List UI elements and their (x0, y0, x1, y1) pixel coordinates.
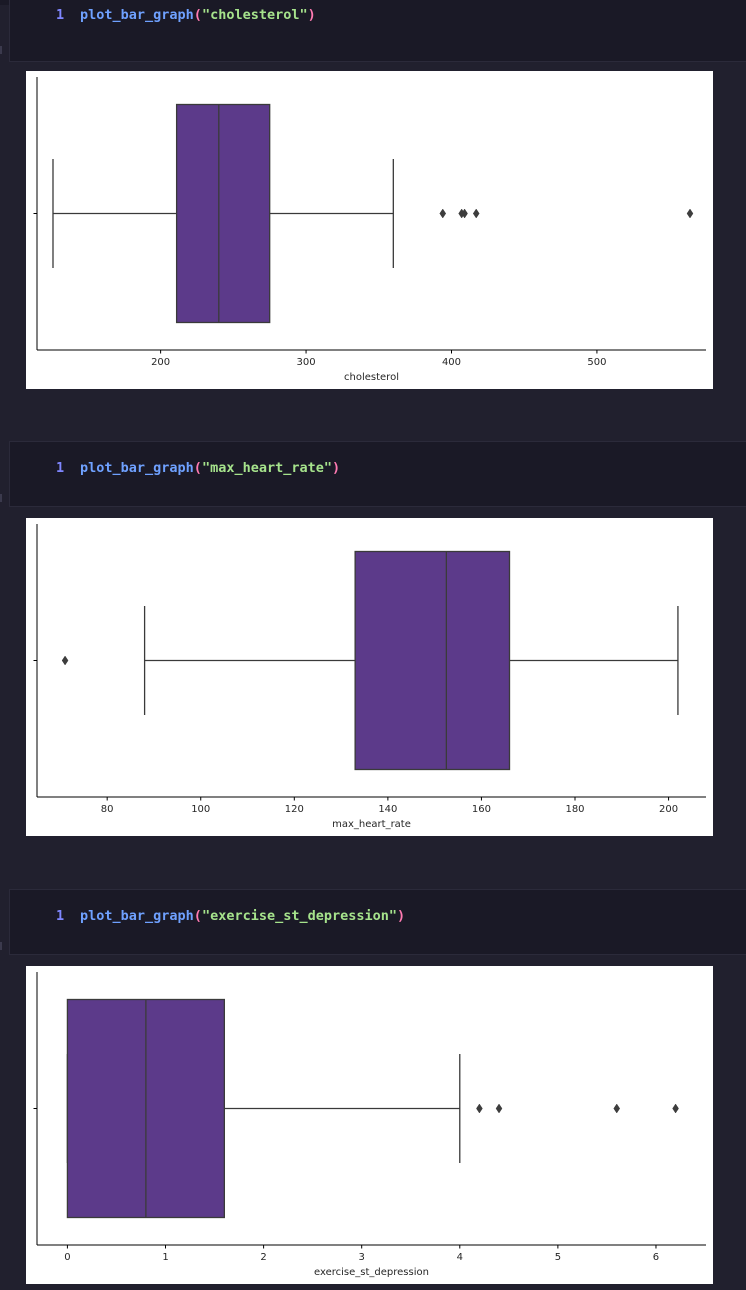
boxplot-max-heart-rate-figure: 80 100 120 140 160 180 200 max_heart_rate (26, 518, 713, 836)
close-paren: ) (331, 460, 341, 476)
line-number: 1 (56, 908, 65, 924)
code-line[interactable]: 1 plot_bar_graph("exercise_st_depression"… (56, 908, 405, 924)
outlier-point (613, 1103, 621, 1114)
boxplot-cholesterol: 200 300 400 500 cholesterol (33, 77, 706, 383)
boxplot-max-heart-rate: 80 100 120 140 160 180 200 max_heart_rate (33, 524, 706, 830)
code-cell-max-heart-rate[interactable]: 1 plot_bar_graph("max_heart_rate") (9, 441, 746, 507)
iqr-box (354, 550, 511, 771)
x-tick-label: 2 (260, 1252, 266, 1263)
x-tick-label: 80 (101, 804, 114, 815)
x-tick-label: 5 (555, 1252, 561, 1263)
x-axis-title: cholesterol (344, 372, 399, 383)
open-paren: ( (193, 460, 202, 476)
x-tick-label: 500 (587, 357, 606, 368)
x-tick-label: 180 (565, 804, 584, 815)
code-line[interactable]: 1 plot_bar_graph("max_heart_rate") (56, 460, 340, 476)
outlier-point (461, 208, 468, 219)
string-argument: "exercise_st_depression" (201, 908, 398, 924)
open-paren: ( (193, 908, 202, 924)
x-tick-label: 300 (297, 357, 316, 368)
cell-marker (0, 942, 2, 950)
x-tick-label: 3 (359, 1252, 365, 1263)
line-number: 1 (56, 7, 65, 23)
x-tick-label: 1 (162, 1252, 168, 1263)
boxplot-exercise-st-depression-figure: 0 1 2 3 4 5 6 exercise_st_depression (26, 966, 713, 1284)
line-number: 1 (56, 460, 65, 476)
outlier-point (61, 655, 69, 666)
code-cell-exercise-st-depression[interactable]: 1 plot_bar_graph("exercise_st_depression"… (9, 889, 746, 955)
outlier-point (439, 208, 447, 219)
function-name: plot_bar_graph (80, 908, 194, 924)
x-tick-label: 120 (285, 804, 304, 815)
string-argument: "max_heart_rate" (201, 460, 332, 476)
boxplot-cholesterol-figure: 200 300 400 500 cholesterol (26, 71, 713, 389)
x-tick-label: 4 (457, 1252, 463, 1263)
x-tick-label: 200 (659, 804, 678, 815)
x-tick-label: 160 (472, 804, 491, 815)
function-name: plot_bar_graph (80, 7, 194, 23)
close-paren: ) (307, 7, 316, 23)
string-argument: "cholesterol" (201, 7, 308, 23)
x-tick-label: 100 (191, 804, 210, 815)
x-tick-label: 0 (64, 1252, 70, 1263)
cell-marker (0, 494, 2, 502)
code-line[interactable]: 1 plot_bar_graph("cholesterol") (56, 7, 316, 23)
code-cell-cholesterol[interactable]: 1 plot_bar_graph("cholesterol") (9, 0, 746, 62)
cell-marker (0, 46, 2, 54)
boxplot-exercise-st-depression: 0 1 2 3 4 5 6 exercise_st_depression (33, 972, 706, 1278)
outlier-point (672, 1103, 679, 1114)
open-paren: ( (193, 7, 202, 23)
function-name: plot_bar_graph (80, 460, 194, 476)
iqr-box (175, 103, 271, 324)
outlier-point (686, 208, 694, 219)
x-axis-title: max_heart_rate (332, 819, 411, 830)
outlier-point (476, 1103, 483, 1114)
x-tick-label: 140 (378, 804, 397, 815)
x-axis-title: exercise_st_depression (314, 1267, 429, 1278)
x-tick-label: 400 (442, 357, 461, 368)
x-tick-label: 6 (653, 1252, 659, 1263)
outlier-point (472, 208, 480, 219)
close-paren: ) (397, 908, 406, 924)
x-tick-label: 200 (151, 357, 170, 368)
outlier-point (495, 1103, 503, 1114)
